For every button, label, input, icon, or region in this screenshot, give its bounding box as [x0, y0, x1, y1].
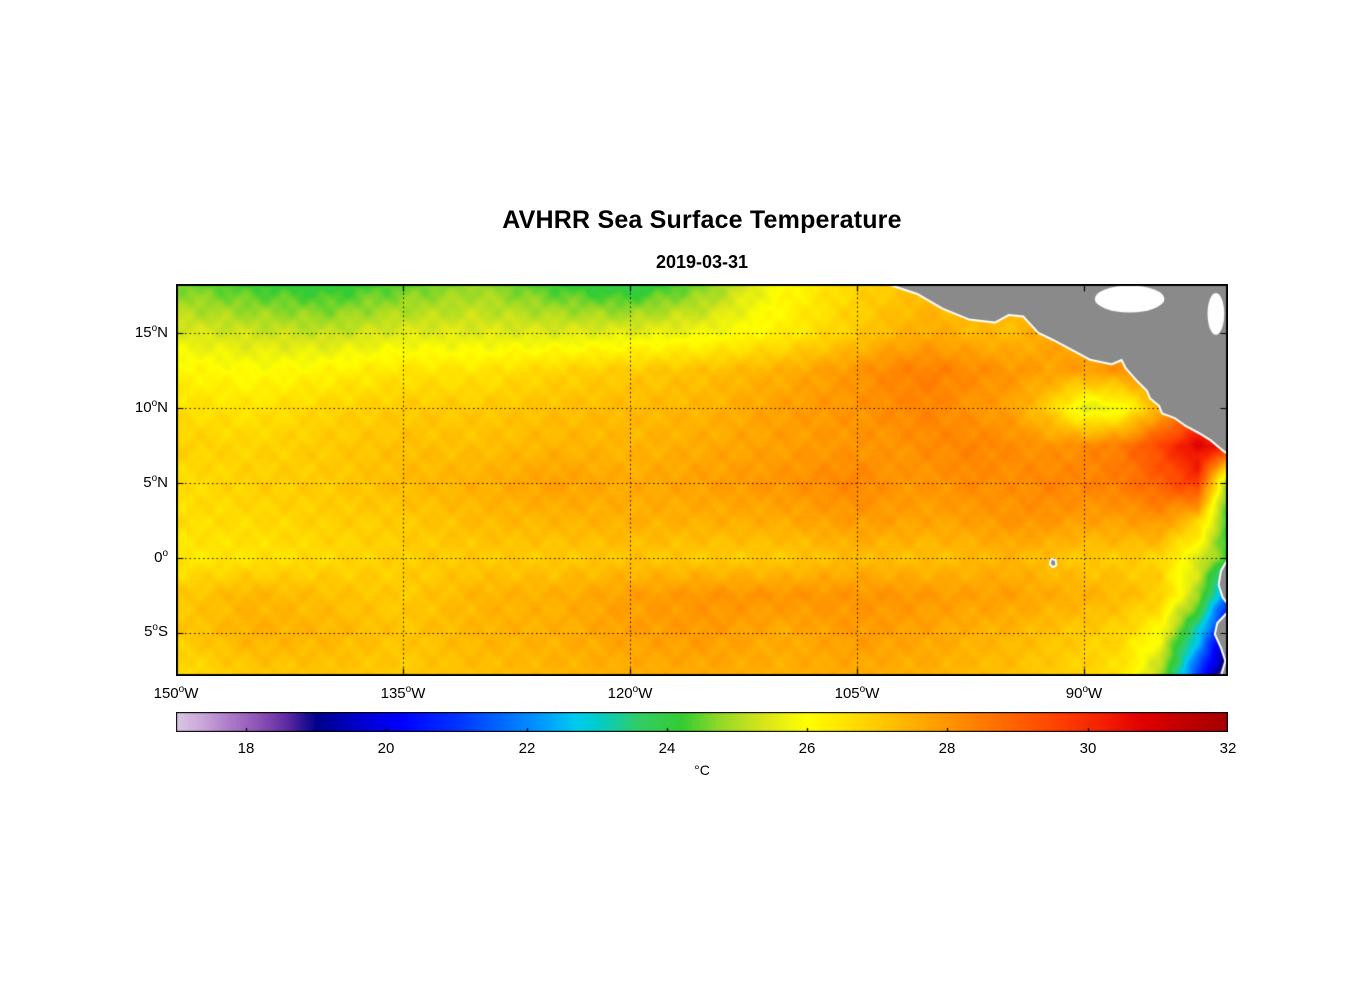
colorbar-tick-label: 26: [798, 740, 816, 757]
sst-map-canvas: [176, 284, 1228, 676]
colorbar-tick-label: 24: [658, 740, 676, 757]
colorbar-tick-label: 20: [377, 740, 395, 757]
chart-date-subtitle: 2019-03-31: [655, 252, 749, 272]
chart-title: AVHRR Sea Surface Temperature: [502, 206, 902, 234]
colorbar-tick-label: 30: [1079, 740, 1097, 757]
y-tick-label: 10oN: [134, 398, 168, 417]
y-tick-label: 5oN: [143, 473, 168, 492]
y-tick-label: 0o: [154, 548, 168, 567]
x-tick-label: 105oW: [834, 684, 880, 703]
colorbar-canvas: [176, 712, 1228, 732]
colorbar-tick-label: 18: [237, 740, 255, 757]
colorbar-tick-label: 28: [938, 740, 956, 757]
x-tick-label: 150oW: [153, 684, 199, 703]
x-tick-label: 120oW: [607, 684, 653, 703]
x-tick-label: 90oW: [1065, 684, 1103, 703]
colorbar-tick-label: 22: [518, 740, 536, 757]
y-tick-label: 5oS: [144, 622, 168, 641]
x-tick-label: 135oW: [380, 684, 426, 703]
y-tick-label: 15oN: [134, 323, 168, 342]
sst-map: [176, 284, 1228, 676]
colorbar-tick-label: 32: [1219, 740, 1237, 757]
colorbar-units-label: °C: [694, 762, 710, 778]
colorbar: [176, 712, 1228, 732]
